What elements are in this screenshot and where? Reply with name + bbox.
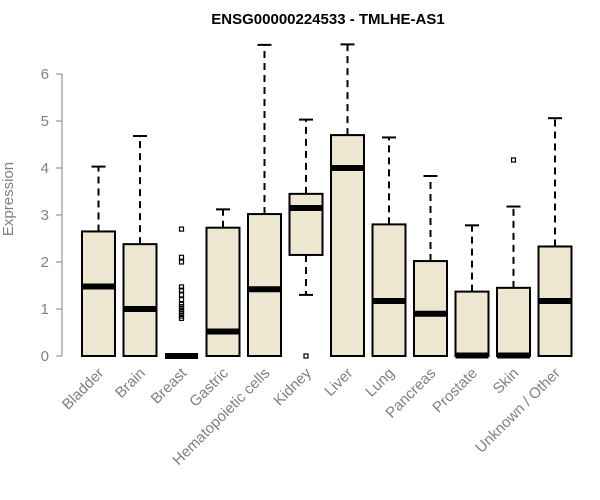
outlier-point: [178, 287, 185, 293]
box-rect: [247, 213, 282, 357]
box-unknown-other: [537, 117, 573, 358]
x-tick-label: Liver: [321, 365, 356, 400]
box-rect: [454, 290, 490, 357]
box-hematopoietic-cells: [247, 43, 282, 357]
x-tick-label: Breast: [148, 364, 191, 407]
chart-title: ENSG00000224533 - TMLHE-AS1: [211, 11, 444, 28]
y-tick-label: 2: [41, 254, 49, 271]
box-rect: [81, 230, 116, 357]
box-pancreas: [413, 174, 448, 357]
outlier-point: [178, 226, 185, 232]
box-rect: [122, 243, 158, 357]
box-kidney: [288, 118, 324, 359]
y-tick-label: 1: [41, 301, 49, 318]
x-tick-label: Kidney: [270, 364, 315, 409]
outlier-point: [510, 157, 517, 163]
y-tick-label: 5: [41, 113, 49, 130]
x-tick-label: Bladder: [59, 365, 108, 414]
y-tick-label: 0: [41, 348, 49, 365]
box-rect: [288, 192, 324, 256]
box-prostate: [454, 224, 490, 359]
x-tick-label: Skin: [490, 365, 523, 398]
x-tick-label: Brain: [112, 365, 149, 402]
box-gastric: [205, 208, 241, 357]
box-skin: [496, 157, 531, 359]
outlier-point: [178, 292, 185, 298]
outlier-point: [178, 254, 185, 260]
box-breast: [165, 226, 198, 359]
outlier-point: [178, 259, 185, 265]
box-bladder: [81, 165, 116, 357]
outlier-point: [178, 284, 185, 290]
box-brain: [122, 135, 158, 357]
outlier-point: [178, 301, 185, 307]
box-rect: [496, 286, 531, 358]
outlier-point: [303, 353, 309, 359]
x-tick-label: Prostate: [429, 365, 481, 417]
box-rect: [330, 134, 365, 357]
box-rect: [371, 223, 407, 357]
y-tick-label: 6: [41, 66, 49, 83]
box-rect: [413, 260, 448, 357]
x-tick-label: Lung: [362, 365, 398, 401]
box-lung: [371, 136, 407, 357]
y-axis: 0 1 2 3 4 5 6: [41, 66, 63, 365]
outlier-point: [178, 297, 185, 303]
y-axis-label: Expression: [0, 162, 17, 236]
box-rect: [205, 226, 241, 357]
y-tick-label: 4: [41, 160, 49, 177]
y-tick-label: 3: [41, 207, 49, 224]
boxes-group: [81, 43, 573, 359]
box-liver: [330, 43, 365, 357]
